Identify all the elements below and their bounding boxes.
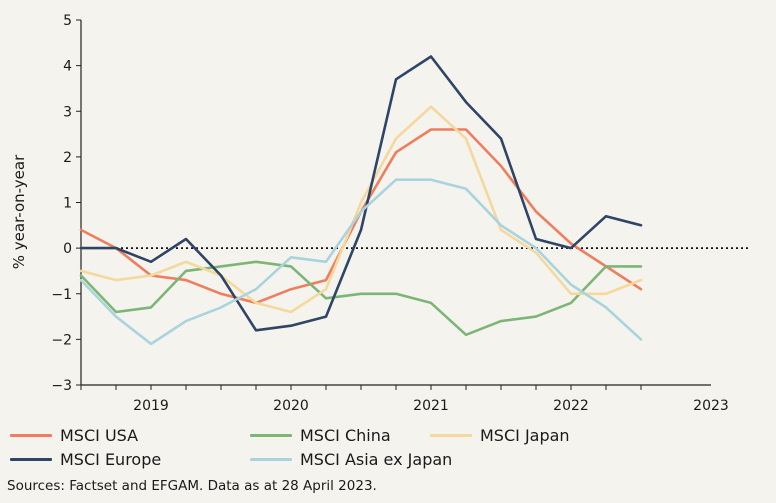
series-line-msci-japan [79, 105, 643, 314]
line-chart: −3 −2 −1 0 1 2 3 4 5 2019 2020 2021 2022 2023 % year-… [10, 13, 751, 414]
legend-swatch [10, 433, 52, 437]
legend-swatch [430, 433, 472, 437]
legend-label: MSCI Europe [60, 449, 162, 469]
x-tick-label: 2022 [553, 398, 589, 414]
y-tick-label: 4 [63, 59, 72, 75]
legend-item-msci-usa: MSCI USA [10, 423, 138, 447]
series-line-msci-europe [79, 55, 643, 332]
legend-label: MSCI Japan [480, 425, 570, 445]
y-tick-label: −2 [51, 332, 72, 348]
x-tick-label: 2019 [133, 398, 169, 414]
y-tick-label: 2 [63, 150, 72, 166]
series-line-msci-asia-ex-japan [79, 178, 643, 346]
chart-series [79, 55, 643, 346]
legend-item-msci-asia-ex-japan: MSCI Asia ex Japan [250, 447, 452, 471]
chart-axes: −3 −2 −1 0 1 2 3 4 5 2019 2020 2021 2022 2023 [51, 13, 751, 414]
legend-label: MSCI USA [60, 425, 139, 445]
y-tick-label: 3 [63, 104, 72, 120]
legend-swatch [250, 457, 292, 461]
legend-swatch [250, 433, 292, 437]
y-tick-label: −1 [51, 287, 72, 303]
chart-legend: MSCI USA MSCI China MSCI Japan MSCI Euro… [10, 423, 770, 475]
x-tick-label: 2020 [273, 398, 309, 414]
legend-label: MSCI Asia ex Japan [300, 449, 453, 469]
legend-item-msci-china: MSCI China [250, 423, 391, 447]
y-tick-label: −3 [51, 378, 72, 394]
x-tick-label: 2023 [693, 398, 729, 414]
legend-swatch [10, 457, 52, 461]
x-tick-label: 2021 [413, 398, 449, 414]
legend-label: MSCI China [300, 425, 391, 445]
legend-item-msci-europe: MSCI Europe [10, 447, 161, 471]
y-tick-label: 1 [63, 196, 72, 212]
source-note: Sources: Factset and EFGAM. Data as at 2… [7, 478, 377, 494]
series-line-msci-china [79, 260, 643, 337]
legend-item-msci-japan: MSCI Japan [430, 423, 570, 447]
y-axis-label: % year-on-year [10, 154, 28, 269]
y-tick-label: 0 [63, 241, 72, 257]
y-tick-label: 5 [63, 13, 72, 29]
